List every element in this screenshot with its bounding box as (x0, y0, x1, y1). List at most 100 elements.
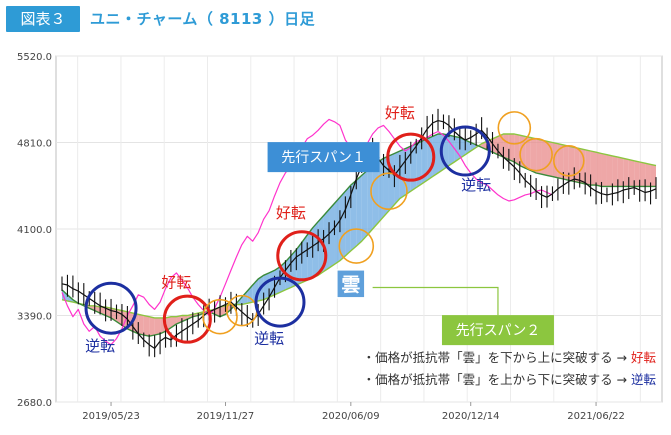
orange-ring-marker (553, 144, 585, 177)
cloud-segment (606, 154, 613, 187)
note-line-2: ・価格が抵抗帯「雲」を上から下に突破する → 逆転 (363, 372, 657, 387)
orange-ring-marker (370, 172, 408, 211)
label-gyakuten3: 逆転 (461, 176, 491, 194)
span1-line (61, 133, 656, 337)
callout-leader-span2 (372, 286, 499, 316)
x-tick-label: 2019/05/23 (82, 411, 140, 422)
note-prefix: ・価格が抵抗帯「雲」を上から下に突破する → (363, 372, 631, 387)
orange-ring-marker (519, 137, 553, 172)
cloud-segment (596, 152, 602, 187)
cloud-segment (650, 164, 656, 187)
y-tick-label: 3390.0 (17, 312, 52, 323)
note-result: 好転 (631, 350, 657, 365)
cloud-segment (601, 153, 607, 187)
cloud-segment (334, 197, 340, 265)
cloud-segment (459, 137, 466, 159)
callout-text-span2: 先行スパン２ (456, 323, 541, 339)
cloud-segment (432, 133, 439, 177)
cloud-segment (312, 221, 319, 278)
cloud-segment (361, 170, 368, 242)
cloud-segment (383, 155, 389, 217)
cloud-segment (585, 149, 591, 186)
label-kouten1: 好転 (161, 273, 191, 291)
cloud-segment (645, 163, 651, 187)
price-line (61, 120, 657, 349)
cloud-segment (590, 151, 597, 186)
cloud-segment (568, 146, 575, 182)
cloud-segment (274, 266, 280, 295)
ichimoku-chart: 5520.0 4810.0 4100.0 3390.0 2680.0 2019/05/23… (17, 52, 663, 422)
cloud-segment (399, 148, 406, 199)
blue-ring-marker (439, 125, 491, 177)
note-prefix: ・価格が抵抗帯「雲」を下から上に突破する → (363, 350, 631, 365)
cloud-segment (62, 289, 68, 301)
y-tick-label: 2680.0 (17, 398, 52, 409)
chart-title: ユニ・チャーム（ 8113 ）日足 (90, 10, 316, 28)
cloud-segment (220, 305, 226, 317)
cloud-segment (350, 180, 357, 251)
callout-box-span1 (267, 142, 380, 173)
label-kouten3: 好転 (385, 104, 415, 122)
kumo-label-box (336, 269, 366, 299)
y-tick-label: 4810.0 (17, 139, 52, 150)
x-tick-label: 2020/06/09 (322, 411, 380, 422)
cloud-segment (356, 175, 362, 247)
cloud-segment (263, 272, 270, 300)
note-line-1: ・価格が抵抗帯「雲」を下から上に突破する → 好転 (363, 350, 657, 365)
cloud-segment (307, 227, 313, 281)
cloud-segment (617, 157, 624, 187)
orange-ring-marker (338, 228, 375, 264)
cloud-segment (557, 143, 564, 180)
cloud-segment (454, 136, 460, 162)
red-ring-marker (386, 132, 436, 182)
x-tick-label: 2019/11/27 (197, 411, 255, 422)
kumo-label: 雲 (341, 274, 360, 296)
label-gyakuten1: 逆転 (85, 337, 115, 355)
blue-ring-marker (84, 281, 138, 335)
cloud-segment (574, 147, 580, 183)
cloud-segment (138, 314, 144, 335)
cloud-segment (367, 165, 373, 236)
callout-text-span1: 先行スパン１ (281, 150, 366, 166)
callout-box-span2 (441, 315, 554, 346)
label-kouten2: 好転 (276, 204, 306, 222)
red-ring-marker (162, 294, 212, 344)
cloud-segment (448, 135, 455, 166)
cloud-segment (497, 133, 504, 158)
orange-ring-marker (497, 111, 532, 145)
cloud-segment (536, 138, 542, 175)
cloud-segment (639, 161, 646, 187)
cloud-segment (301, 235, 308, 283)
cloud-segment (339, 191, 346, 261)
cloud-segment (530, 137, 537, 173)
span2-line (61, 133, 657, 319)
cloud-segment (416, 141, 422, 188)
cloud-segment (443, 133, 449, 170)
cloud-segment (508, 133, 515, 162)
x-tick-label: 2021/06/22 (567, 411, 625, 422)
x-tick-label: 2020/12/14 (442, 411, 500, 422)
cloud-segment (318, 215, 324, 276)
orange-ring-marker (202, 298, 238, 335)
cloud-segment (296, 242, 302, 286)
red-ring-marker (276, 230, 328, 282)
cloud-segment (612, 155, 618, 187)
blue-ring-marker (254, 276, 306, 328)
cloud-segment (503, 133, 509, 160)
y-tick-label: 5520.0 (17, 52, 52, 63)
cloud-segment (525, 136, 531, 171)
figure-badge: 図表３ (6, 6, 80, 32)
cloud-segment (623, 158, 629, 187)
cloud-segment (149, 316, 155, 337)
cloud-segment (345, 185, 351, 256)
note-result: 逆転 (631, 372, 657, 387)
cloud-segment (634, 160, 640, 187)
label-gyakuten2: 逆転 (254, 330, 284, 348)
cloud-segment (465, 140, 471, 155)
cloud-segment (181, 315, 188, 322)
cloud-segment (563, 144, 569, 181)
cloud-segment (143, 315, 150, 337)
y-tick-label: 4100.0 (17, 225, 52, 236)
cloud-segment (329, 203, 335, 268)
cloud-segment (154, 317, 161, 335)
